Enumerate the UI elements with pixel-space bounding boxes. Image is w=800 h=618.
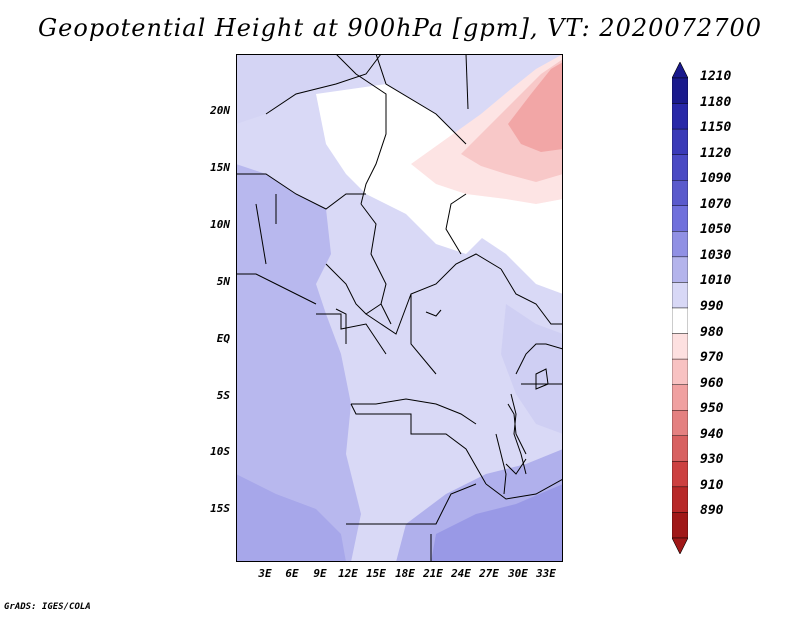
colorbar-segment	[672, 461, 688, 488]
lon-label: 33E	[536, 567, 556, 580]
colorbar-segment	[672, 180, 688, 206]
lon-label: 21E	[423, 567, 443, 580]
lon-label: 30E	[508, 567, 528, 580]
colorbar-segment	[672, 128, 688, 155]
colorbar-tick-label: 930	[700, 452, 724, 468]
colorbar-segment	[672, 103, 688, 130]
lon-label: 15E	[366, 567, 386, 580]
lon-label: 18E	[395, 567, 415, 580]
colorbar-segment	[672, 486, 688, 513]
lat-label: 20N	[210, 104, 230, 117]
colorbar-tick-label: 1210	[700, 69, 732, 84]
colorbar-segment	[672, 435, 688, 462]
colorbar-tick-label: 1120	[700, 145, 732, 161]
colorbar-segment	[672, 256, 688, 283]
lakes	[425, 309, 549, 495]
lon-label: 6E	[285, 567, 299, 580]
colorbar-segment	[672, 231, 688, 258]
credit-text: GrADS: IGES/COLA	[4, 602, 91, 612]
lon-label: 27E	[479, 567, 499, 580]
lon-label: 3E	[258, 567, 272, 580]
colorbar-tick-label: 940	[700, 426, 724, 442]
colorbar-tick-label: 1010	[700, 273, 732, 289]
map-panel	[236, 54, 563, 562]
colorbar-segment	[672, 282, 688, 309]
colorbar-tick-label: 890	[700, 503, 724, 519]
field-low-3	[508, 62, 563, 152]
field-north-lilac	[236, 54, 376, 124]
colorbar-segment	[672, 77, 688, 104]
colorbar-tick-label: 960	[700, 375, 724, 391]
chart-title: Geopotential Height at 900hPa [gpm], VT:…	[38, 14, 762, 42]
field-west-ocean	[236, 164, 361, 562]
field-southeast	[431, 484, 563, 562]
colorbar-tick-label: 980	[700, 324, 724, 340]
colorbar	[672, 62, 688, 554]
lat-label: 10S	[210, 445, 230, 458]
colorbar-segment	[672, 333, 688, 360]
colorbar-tick-label: 950	[700, 401, 724, 417]
lat-label: 10N	[210, 218, 230, 231]
field-southwest	[236, 474, 346, 562]
colorbar-tick-label: 1150	[700, 120, 732, 136]
lat-label: 15S	[210, 502, 230, 515]
map-border	[236, 54, 563, 562]
lat-label: 15N	[210, 161, 230, 174]
colorbar-segment	[672, 410, 688, 436]
colorbar-tick-label: 1070	[700, 196, 732, 212]
lon-label: 24E	[451, 567, 471, 580]
colorbar-top-arrow	[672, 62, 688, 79]
colorbar-segment	[672, 384, 688, 411]
colorbar-tick-label: 990	[700, 299, 724, 314]
lat-label: EQ	[216, 332, 230, 345]
lon-label: 9E	[313, 567, 327, 580]
lat-label: 5N	[216, 275, 230, 288]
colorbar-segment	[672, 154, 688, 181]
colorbar-segment	[672, 307, 688, 334]
colorbar-segment	[672, 512, 688, 539]
colorbar-tick-label: 1180	[700, 94, 732, 110]
colorbar-segment	[672, 358, 688, 385]
colorbar-tick-label: 910	[700, 477, 724, 493]
colorbar-tick-label: 1090	[700, 171, 732, 187]
colorbar-bottom-arrow	[672, 537, 688, 554]
colorbar-tick-label: 1030	[700, 247, 732, 263]
field-east-lilac	[501, 304, 563, 434]
lat-label: 5S	[216, 389, 230, 402]
colorbar-tick-label: 970	[700, 350, 724, 366]
colorbar-segment	[672, 205, 688, 232]
lon-label: 12E	[338, 567, 358, 580]
colorbar-tick-label: 1050	[700, 222, 732, 238]
